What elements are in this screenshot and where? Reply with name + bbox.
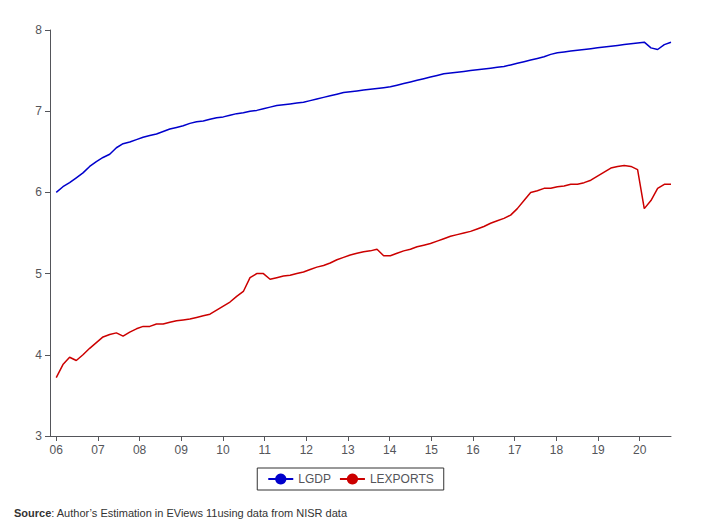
svg-text:16: 16 xyxy=(466,443,480,457)
svg-text:5: 5 xyxy=(35,267,42,281)
svg-text:17: 17 xyxy=(508,443,522,457)
svg-text:7: 7 xyxy=(35,104,42,118)
svg-text:07: 07 xyxy=(91,443,105,457)
svg-text:14: 14 xyxy=(383,443,397,457)
svg-text:4: 4 xyxy=(35,348,42,362)
svg-text:08: 08 xyxy=(133,443,147,457)
svg-text:20: 20 xyxy=(633,443,647,457)
svg-text:13: 13 xyxy=(341,443,355,457)
svg-text:12: 12 xyxy=(300,443,314,457)
svg-text:: Author’s Estimation in EView: : Author’s Estimation in EViews 11using … xyxy=(51,507,348,519)
svg-text:09: 09 xyxy=(175,443,189,457)
svg-text:6: 6 xyxy=(35,185,42,199)
svg-text:LEXPORTS: LEXPORTS xyxy=(370,472,434,486)
svg-text:18: 18 xyxy=(550,443,564,457)
svg-text:06: 06 xyxy=(50,443,64,457)
svg-text:LGDP: LGDP xyxy=(298,472,331,486)
svg-text:Source: Source xyxy=(14,507,51,519)
svg-text:15: 15 xyxy=(425,443,439,457)
svg-text:19: 19 xyxy=(591,443,605,457)
svg-text:3: 3 xyxy=(35,429,42,443)
svg-text:11: 11 xyxy=(258,443,271,457)
svg-text:8: 8 xyxy=(35,23,42,37)
svg-text:10: 10 xyxy=(216,443,230,457)
